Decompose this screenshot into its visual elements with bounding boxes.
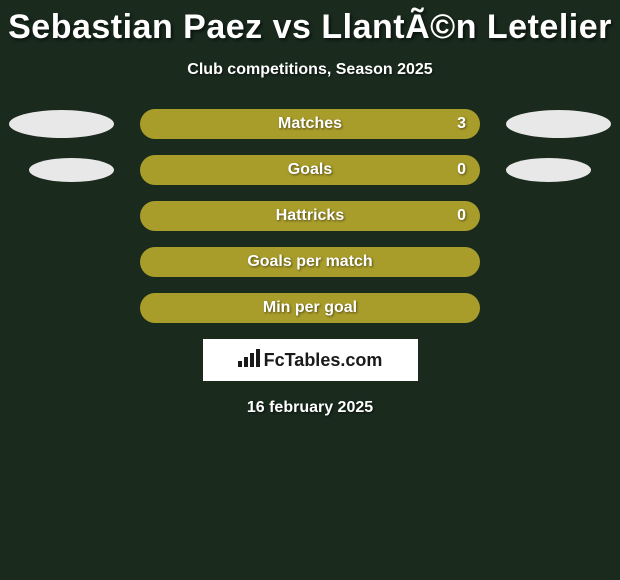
stat-label: Matches — [278, 115, 342, 133]
stat-label: Goals — [288, 161, 332, 179]
bar-chart-icon — [238, 349, 260, 372]
stats-container: Matches 3 Goals 0 Hattricks 0 Goals per match M… — [0, 109, 620, 323]
stat-bar: Min per goal — [140, 293, 480, 323]
stat-row: Matches 3 — [0, 109, 620, 139]
player-right-marker — [506, 158, 591, 182]
stat-row: Hattricks 0 — [0, 201, 620, 231]
player-left-marker — [29, 158, 114, 182]
season-subtitle: Club competitions, Season 2025 — [0, 61, 620, 79]
brand-logo-box: FcTables.com — [203, 339, 418, 381]
brand-logo-text: FcTables.com — [264, 350, 383, 371]
player-left-marker — [9, 110, 114, 138]
stat-row: Goals per match — [0, 247, 620, 277]
stat-value: 0 — [457, 161, 466, 179]
stat-value: 3 — [457, 115, 466, 133]
stat-bar: Hattricks 0 — [140, 201, 480, 231]
stat-row: Min per goal — [0, 293, 620, 323]
stat-value: 0 — [457, 207, 466, 225]
snapshot-date: 16 february 2025 — [0, 399, 620, 417]
comparison-title: Sebastian Paez vs LlantÃ©n Letelier — [0, 0, 620, 47]
stat-bar: Goals 0 — [140, 155, 480, 185]
stat-label: Min per goal — [263, 299, 357, 317]
stat-label: Goals per match — [247, 253, 372, 271]
stat-label: Hattricks — [276, 207, 344, 225]
stat-bar: Goals per match — [140, 247, 480, 277]
player-right-marker — [506, 110, 611, 138]
stat-row: Goals 0 — [0, 155, 620, 185]
stat-bar: Matches 3 — [140, 109, 480, 139]
